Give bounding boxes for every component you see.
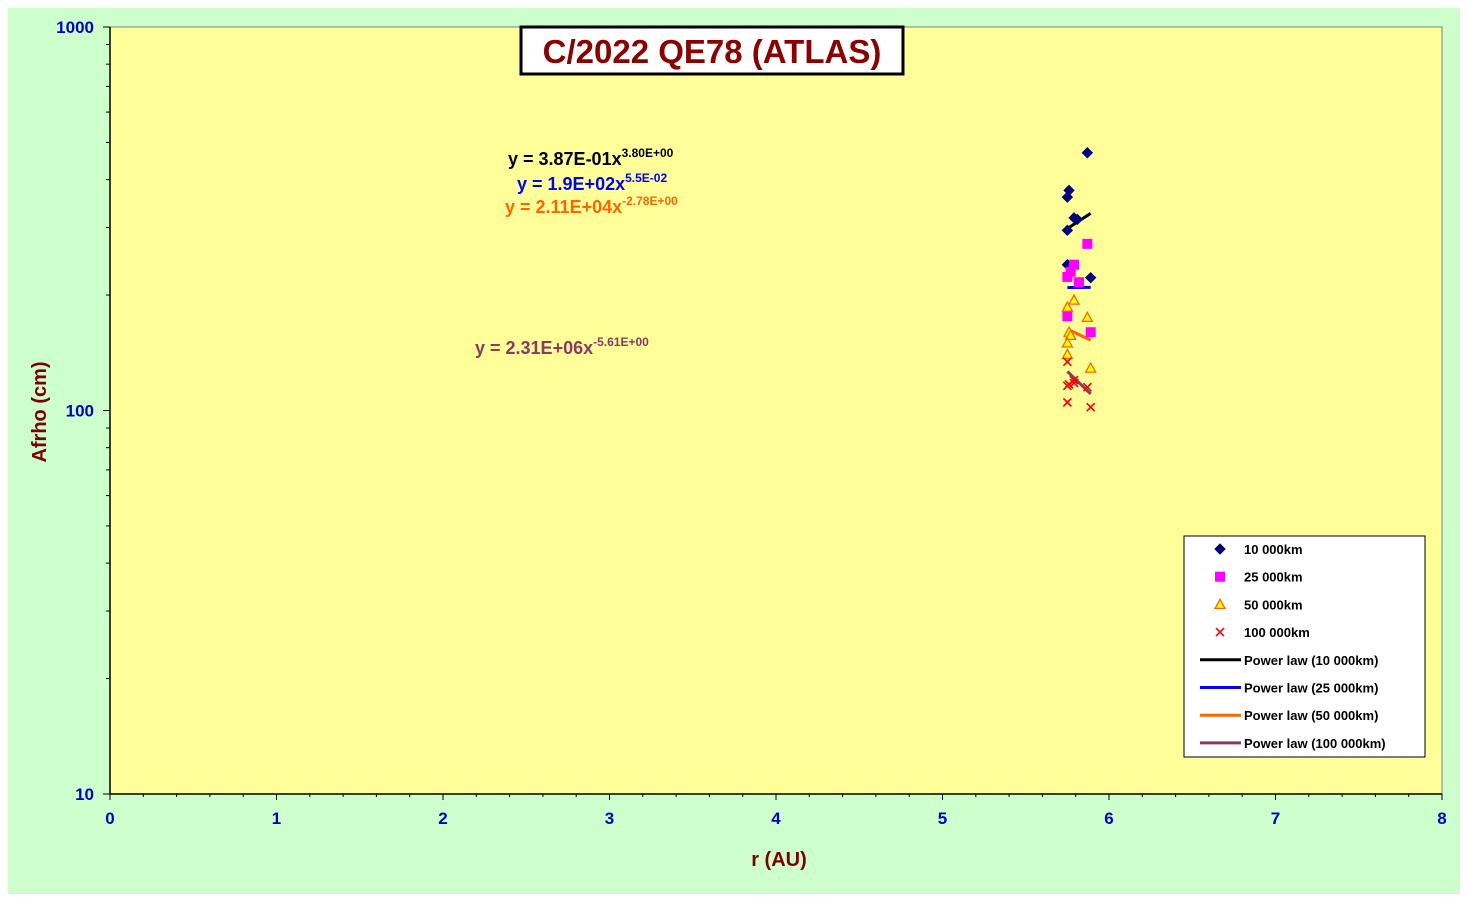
data-point-series-2 xyxy=(1082,239,1092,249)
x-tick-label: 4 xyxy=(771,809,781,828)
x-tick-label: 5 xyxy=(938,809,947,828)
x-axis-label: r (AU) xyxy=(751,849,807,871)
data-point-series-2 xyxy=(1062,272,1072,282)
y-tick-label: 100 xyxy=(66,402,94,421)
data-point-series-2 xyxy=(1086,327,1096,337)
x-tick-label: 6 xyxy=(1104,809,1113,828)
legend-label: Power law (100 000km) xyxy=(1244,736,1386,751)
legend-label: Power law (25 000km) xyxy=(1244,681,1378,696)
legend-label: 100 000km xyxy=(1244,625,1310,640)
legend-label: Power law (50 000km) xyxy=(1244,708,1378,723)
x-tick-label: 3 xyxy=(605,809,614,828)
legend: 10 000km 25 000km 50 000km 100 000km Power l… xyxy=(1184,536,1425,757)
x-tick-label: 8 xyxy=(1437,809,1446,828)
y-tick-label: 10 xyxy=(75,785,94,804)
y-tick-label: 1000 xyxy=(56,18,94,37)
data-point-series-2 xyxy=(1074,277,1084,287)
x-tick-label: 1 xyxy=(272,809,281,828)
legend-marker-2 xyxy=(1215,572,1225,582)
legend-label: 10 000km xyxy=(1244,542,1303,557)
legend-label: Power law (10 000km) xyxy=(1244,653,1378,668)
y-axis-label: Afrho (cm) xyxy=(29,361,51,462)
x-tick-label: 0 xyxy=(105,809,114,828)
x-tick-label: 7 xyxy=(1271,809,1280,828)
data-point-series-2 xyxy=(1062,311,1072,321)
legend-label: 50 000km xyxy=(1244,597,1303,612)
legend-label: 25 000km xyxy=(1244,570,1303,585)
x-tick-label: 2 xyxy=(438,809,447,828)
chart-title-box: C/2022 QE78 (ATLAS) xyxy=(521,27,903,74)
chart-title: C/2022 QE78 (ATLAS) xyxy=(543,33,882,70)
